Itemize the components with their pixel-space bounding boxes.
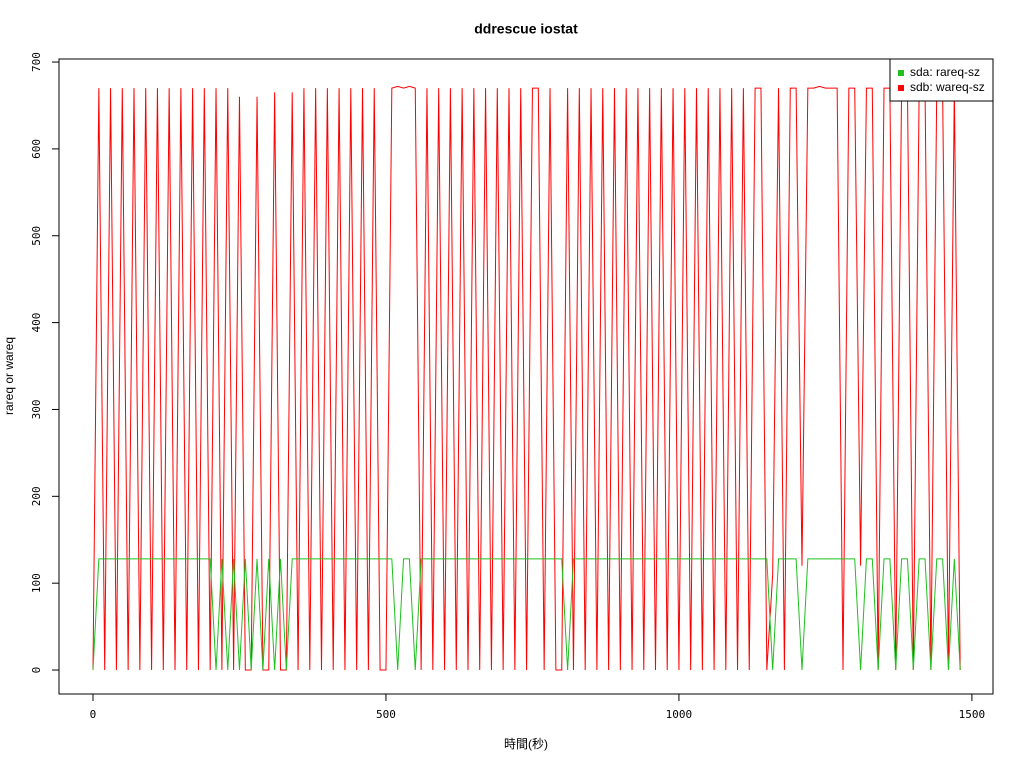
x-tick-label: 1500 bbox=[959, 708, 986, 721]
series-line bbox=[92, 85, 961, 671]
x-tick-label: 500 bbox=[376, 708, 396, 721]
y-tick-label: 500 bbox=[30, 226, 43, 246]
y-axis-label: rareq or wareq bbox=[2, 337, 16, 415]
y-tick-label: 400 bbox=[30, 313, 43, 333]
y-tick-label: 200 bbox=[30, 486, 43, 506]
legend-box bbox=[889, 58, 994, 102]
legend-label: sda: rareq-sz bbox=[910, 65, 980, 79]
series-line bbox=[92, 558, 961, 671]
x-tick-label: 0 bbox=[90, 708, 97, 721]
legend-swatch bbox=[898, 70, 904, 76]
chart-title: ddrescue iostat bbox=[474, 21, 578, 37]
legend-swatch bbox=[898, 85, 904, 91]
y-tick-label: 300 bbox=[30, 400, 43, 420]
plot-frame bbox=[58, 58, 994, 695]
y-tick-label: 100 bbox=[30, 573, 43, 593]
y-tick-label: 700 bbox=[30, 52, 43, 72]
x-tick-label: 1000 bbox=[666, 708, 693, 721]
y-tick-label: 0 bbox=[30, 667, 43, 674]
x-axis-label: 時間(秒) bbox=[504, 737, 548, 751]
legend-label: sdb: wareq-sz bbox=[910, 80, 985, 94]
y-tick-label: 600 bbox=[30, 139, 43, 159]
